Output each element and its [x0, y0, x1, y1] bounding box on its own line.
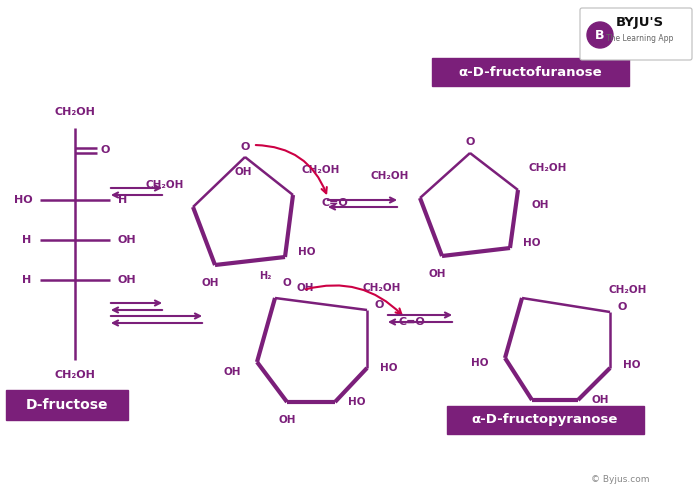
Text: OH: OH: [202, 278, 218, 288]
Text: OH: OH: [118, 235, 136, 245]
Text: HO: HO: [14, 195, 32, 205]
Text: HO: HO: [298, 247, 316, 257]
Text: OH: OH: [296, 283, 314, 293]
Text: HO: HO: [623, 360, 640, 370]
Text: OH: OH: [279, 415, 295, 425]
Text: C=O: C=O: [398, 317, 426, 327]
Text: OH: OH: [428, 269, 446, 279]
Text: OH: OH: [118, 275, 136, 285]
Text: HO: HO: [471, 358, 489, 368]
Text: O: O: [374, 300, 384, 310]
Text: CH₂OH: CH₂OH: [363, 283, 401, 293]
Text: CH₂OH: CH₂OH: [55, 370, 95, 380]
Text: OH: OH: [223, 367, 241, 377]
Text: O: O: [100, 145, 110, 155]
Text: CH₂OH: CH₂OH: [55, 107, 95, 117]
Text: H₂: H₂: [259, 271, 271, 281]
Text: HO: HO: [524, 238, 540, 248]
Text: H: H: [22, 275, 32, 285]
Circle shape: [587, 22, 613, 48]
Text: C=O: C=O: [321, 198, 349, 208]
Text: HO: HO: [380, 363, 398, 373]
FancyBboxPatch shape: [580, 8, 692, 60]
Text: The Learning App: The Learning App: [606, 33, 673, 43]
Text: CH₂OH: CH₂OH: [609, 285, 648, 295]
Text: H: H: [118, 195, 127, 205]
Text: α-D-fructopyranose: α-D-fructopyranose: [472, 413, 618, 427]
Text: OH: OH: [524, 413, 540, 423]
Text: O: O: [240, 142, 250, 152]
FancyBboxPatch shape: [6, 390, 128, 420]
Text: © Byjus.com: © Byjus.com: [591, 475, 650, 485]
Text: O: O: [466, 137, 475, 147]
Text: CH₂OH: CH₂OH: [371, 171, 409, 181]
Text: D-fructose: D-fructose: [26, 398, 108, 412]
Text: BYJU'S: BYJU'S: [616, 16, 664, 28]
FancyBboxPatch shape: [447, 406, 643, 434]
Text: HO: HO: [349, 397, 365, 407]
FancyBboxPatch shape: [431, 58, 629, 86]
Text: CH₂OH: CH₂OH: [528, 163, 567, 173]
Text: CH₂OH: CH₂OH: [146, 180, 184, 190]
Text: OH: OH: [592, 395, 609, 405]
Text: B: B: [595, 28, 605, 42]
Text: CH₂OH: CH₂OH: [302, 165, 340, 175]
Text: H: H: [22, 235, 32, 245]
Text: O: O: [283, 278, 291, 288]
Text: OH: OH: [531, 200, 549, 210]
Text: O: O: [617, 302, 626, 312]
Text: α-D-fructofuranose: α-D-fructofuranose: [458, 65, 602, 79]
Text: OH: OH: [234, 167, 252, 177]
